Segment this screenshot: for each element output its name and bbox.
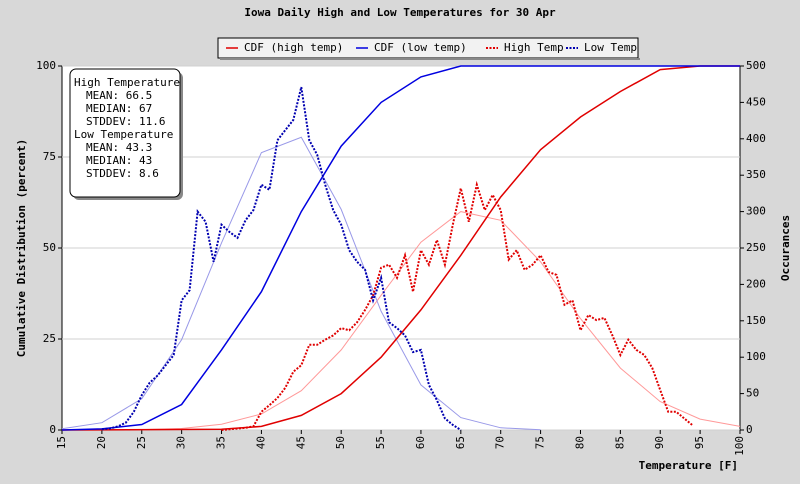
y2-tick-label: 450 (746, 95, 766, 108)
legend-label: High Temp (504, 41, 564, 54)
legend-label: Low Temp (584, 41, 637, 54)
x-tick-label: 85 (613, 436, 626, 449)
y-tick-label: 25 (43, 332, 56, 345)
x-tick-label: 55 (374, 436, 387, 449)
stats-line: STDDEV: 8.6 (86, 167, 159, 180)
series-line (61, 136, 541, 431)
y-tick-label: 100 (36, 59, 56, 72)
x-tick-label: 25 (135, 436, 148, 449)
y2-tick-label: 150 (746, 314, 766, 327)
x-tick-label: 65 (454, 436, 467, 449)
x-tick-label: 95 (693, 436, 706, 449)
x-tick-label: 45 (294, 436, 307, 449)
x-tick-label: 100 (733, 436, 746, 456)
stats-line: MEDIAN: 43 (86, 154, 152, 167)
stats-heading: High Temperature (74, 76, 180, 89)
series-line (61, 65, 740, 431)
y-tick-label: 75 (43, 150, 56, 163)
legend-label: CDF (low temp) (374, 41, 467, 54)
x-tick-label: 75 (534, 436, 547, 449)
stats-line: MEAN: 43.3 (86, 141, 152, 154)
stats-line: MEDIAN: 67 (86, 102, 152, 115)
stats-frame (69, 68, 181, 198)
x-tick-label: 90 (653, 436, 666, 449)
x-tick-label: 35 (215, 436, 228, 449)
x-tick-label: 20 (95, 436, 108, 449)
y2-tick-label: 200 (746, 277, 766, 290)
series-line (221, 180, 693, 431)
legend: CDF (high temp) CDF (low temp) High Temp Lo… (217, 37, 640, 60)
x-tick-label: 70 (494, 436, 507, 449)
y2-tick-label: 350 (746, 168, 766, 181)
y2-tick-label: 400 (746, 132, 766, 145)
y2-axis-label: Occurances (779, 215, 792, 281)
y2-tick-label: 500 (746, 59, 766, 72)
x-tick-label: 15 (55, 436, 68, 449)
x-tick-label: 50 (334, 436, 347, 449)
legend-label: CDF (high temp) (244, 41, 343, 54)
stats-heading: Low Temperature (74, 128, 173, 141)
x-tick-label: 30 (175, 436, 188, 449)
legend-shadow (220, 58, 640, 60)
y2-tick-label: 300 (746, 205, 766, 218)
y-axis-label: Cumulative Distribution (percent) (15, 139, 28, 358)
y-tick-label: 50 (43, 241, 56, 254)
x-tick-label: 80 (573, 436, 586, 449)
y2-tick-label: 250 (746, 241, 766, 254)
x-axis-label: Temperature [F] (639, 459, 738, 472)
x-tick-label: 60 (414, 436, 427, 449)
y2-tick-label: 100 (746, 350, 766, 363)
series-line (61, 65, 740, 431)
chart-title: Iowa Daily High and Low Temperatures for… (244, 6, 556, 19)
y-tick-label: 0 (49, 423, 56, 436)
y2-tick-label: 0 (746, 423, 753, 436)
series-line (101, 86, 462, 431)
stats-line: STDDEV: 11.6 (86, 115, 165, 128)
y2-tick-label: 50 (746, 387, 759, 400)
x-tick-label: 40 (254, 436, 267, 449)
stats-line: MEAN: 66.5 (86, 89, 152, 102)
